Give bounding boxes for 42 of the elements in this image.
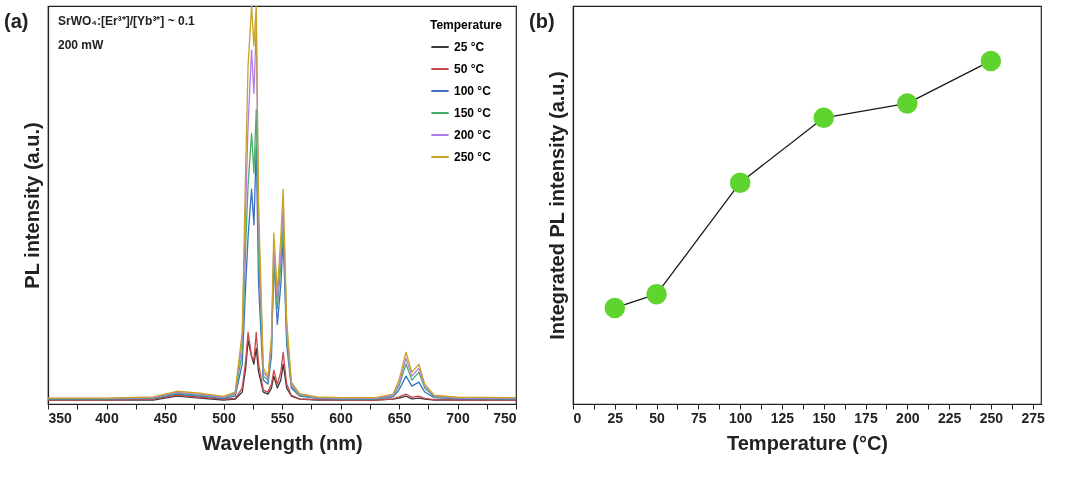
x-tick-label: 500 [212,409,236,426]
x-axis-title: Temperature (°C) [727,431,888,454]
point [646,283,667,305]
chart-title: (a) [4,10,29,32]
x-tick-label: 100 [728,409,753,426]
annotation: SrWO₄:[Er³⁺]/[Yb³⁺] ~ 0.1 [58,14,196,28]
x-tick-label: 200 [896,409,920,426]
x-tick-label: 550 [270,409,295,426]
x-tick-label: 750 [493,409,517,426]
chart-title: (b) [529,10,555,32]
point [813,107,834,129]
point [980,50,1002,72]
x-tick-label: 25 [607,409,624,426]
annotation: 200 mW [58,38,105,52]
x-tick-label: 600 [329,409,353,426]
x-tick-label: 125 [770,409,795,426]
legend-title: Temperature [430,18,503,32]
x-tick-label: 650 [387,409,412,426]
legend-label: 25 °C [454,40,485,54]
x-axis-title: Wavelength (nm) [202,431,363,454]
x-tick-label: 175 [854,409,878,426]
x-tick-label: 50 [649,409,666,426]
x-tick-label: 275 [1021,409,1046,426]
legend-label: 50 °C [454,62,485,76]
y-axis-title: Integrated PL intensity (a.u.) [545,71,568,340]
x-tick-label: 450 [153,409,178,426]
point [897,93,918,114]
x-tick-label: 225 [937,409,962,426]
point [729,172,751,193]
x-tick-label: 75 [691,409,707,426]
legend-label: 250 °C [454,150,492,164]
x-tick-label: 700 [446,409,470,426]
x-tick-label: 150 [812,409,837,426]
legend-label: 150 °C [454,106,492,120]
legend-label: 200 °C [454,128,492,142]
x-tick-label: 350 [48,409,73,426]
x-tick-label: 0 [573,409,582,426]
point [604,297,626,319]
x-tick-label: 400 [95,409,119,426]
legend-label: 100 °C [454,84,492,98]
y-axis-title: PL intensity (a.u.) [20,122,43,289]
x-tick-label: 250 [979,409,1004,426]
